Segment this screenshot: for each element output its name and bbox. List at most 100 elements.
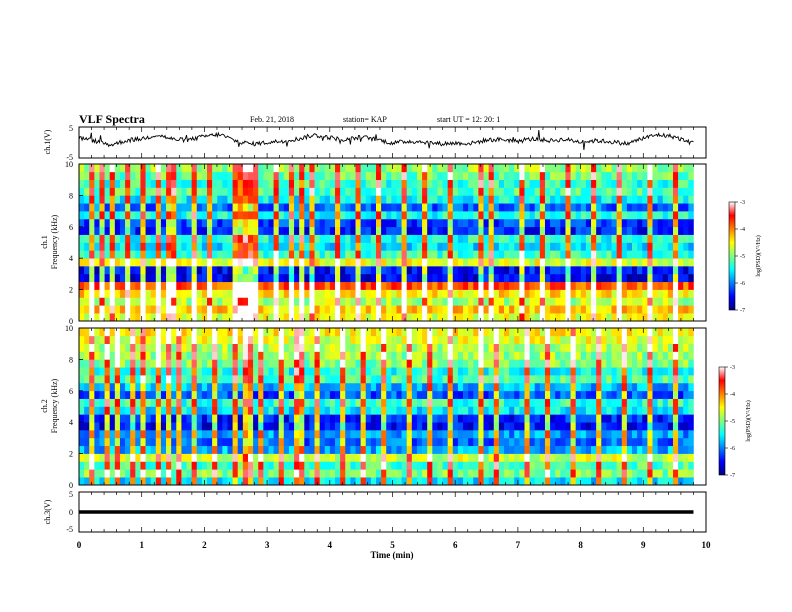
ch1-spectrogram-cell bbox=[519, 289, 525, 298]
ch1-spectrogram-cell bbox=[519, 313, 525, 322]
ch2-spectrogram-cell bbox=[555, 453, 561, 462]
ch2-spectrogram-cell bbox=[114, 430, 121, 439]
ch2-spectrogram-cell bbox=[324, 430, 331, 439]
ch2-spectrogram-cell bbox=[534, 359, 541, 368]
ch2-spectrogram-cell bbox=[150, 343, 157, 352]
ch2-spectrogram-cell bbox=[186, 359, 192, 368]
ch1-spectrogram-cell bbox=[647, 218, 653, 228]
ch2-spectrogram-cell bbox=[667, 375, 674, 384]
ch1-spectrogram-cell bbox=[647, 234, 653, 243]
ch2-spectrogram-cell bbox=[560, 335, 566, 344]
ch1-spectrogram-cell bbox=[166, 313, 172, 322]
ch2-spectrogram-cell bbox=[621, 398, 628, 407]
ch2-spectrogram-cell bbox=[350, 445, 356, 454]
ch1-spectrogram-cell bbox=[565, 226, 571, 235]
ch1-spectrogram-cell bbox=[478, 171, 484, 180]
ch2-spectrogram-cell bbox=[688, 398, 694, 407]
ch1-spectrogram-cell bbox=[585, 281, 592, 290]
ch2-spectrogram-cell bbox=[319, 328, 326, 337]
ch1-spectrogram-cell bbox=[335, 203, 341, 212]
ch2-spectrogram-cell bbox=[468, 445, 474, 454]
ch1-spectrogram-cell bbox=[560, 250, 566, 259]
ch2-spectrogram-cell bbox=[483, 343, 489, 352]
ch2-spectrogram-cell bbox=[94, 477, 100, 486]
ch2-spectrogram-cell bbox=[278, 382, 285, 392]
ch2-spectrogram-cell bbox=[442, 445, 448, 454]
ch1-spectrogram-cell bbox=[268, 281, 274, 290]
ch1-spectrogram-cell bbox=[509, 242, 515, 251]
ch1-spectrogram-cell bbox=[422, 211, 428, 220]
ch2-spectrogram-cell bbox=[406, 398, 413, 407]
ch2-spectrogram-cell bbox=[509, 430, 515, 439]
ch2-spectrogram-cell bbox=[555, 367, 561, 376]
ch2-spectrogram-cell bbox=[166, 328, 172, 337]
ch2-spectrogram-cell bbox=[524, 437, 530, 447]
ch2-spectrogram-cell bbox=[350, 469, 356, 478]
ch1-spectrogram-cell bbox=[345, 250, 351, 259]
ch1-spectrogram-cell bbox=[386, 297, 392, 306]
ch1-spectrogram-cell bbox=[212, 258, 218, 267]
ch1-spectrogram-cell bbox=[473, 305, 479, 314]
ch2-spectrogram-cell bbox=[176, 390, 182, 399]
ch1-spectrogram-cell bbox=[196, 305, 203, 314]
ch1-spectrogram-cell bbox=[601, 313, 607, 322]
ch2-spectrogram-cell bbox=[196, 437, 203, 447]
ch1-spectrogram-cell bbox=[119, 242, 126, 251]
ch1-spectrogram-cell bbox=[94, 171, 100, 180]
ch1-spectrogram-cell bbox=[642, 289, 648, 298]
ch1-spectrogram-cell bbox=[145, 218, 151, 228]
ch1-spectrogram-cell bbox=[94, 203, 100, 212]
ch1-spectrogram-cell bbox=[119, 266, 126, 275]
ch2-spectrogram-cell bbox=[498, 453, 505, 462]
ch1-spectrogram-cell bbox=[539, 171, 546, 180]
ch1-spectrogram-cell bbox=[452, 187, 459, 196]
ch2-spectrogram-cell bbox=[509, 367, 515, 376]
ch1-spectrogram-cell bbox=[396, 305, 402, 314]
ch2-spectrogram-cell bbox=[84, 406, 90, 415]
ch1-spectrogram-cell bbox=[575, 218, 582, 228]
ch1-spectrogram-cell bbox=[483, 273, 489, 283]
ch1-spectrogram-cell bbox=[365, 187, 372, 196]
ch1-spectrogram-cell bbox=[242, 234, 249, 243]
ch2-spectrogram-cell bbox=[662, 422, 669, 431]
ch1-spectrogram-cell bbox=[217, 273, 223, 283]
ch1-spectrogram-cell bbox=[125, 242, 131, 251]
ch1-spectrogram-cell bbox=[309, 195, 315, 204]
ch1-spectrogram-cell bbox=[355, 242, 361, 251]
ch1-spectrogram-cell bbox=[678, 179, 684, 188]
ch1-spectrogram-cell bbox=[406, 266, 413, 275]
ch2-spectrogram-cell bbox=[140, 469, 146, 478]
ch1-spectrogram-cell bbox=[555, 171, 561, 180]
ch2-spectrogram-cell bbox=[263, 422, 269, 431]
ch1-spectrogram-cell bbox=[519, 203, 525, 212]
ch2-spectrogram-cell bbox=[227, 328, 233, 337]
ch2-spectrogram-cell bbox=[94, 430, 100, 439]
ch2-spectrogram-cell bbox=[212, 414, 218, 423]
ch1-spectrogram-cell bbox=[375, 218, 382, 228]
ch1-spectrogram-cell bbox=[212, 281, 218, 290]
ch2-spectrogram-cell bbox=[386, 351, 392, 360]
ch1-spectrogram-cell bbox=[473, 281, 479, 290]
ch2-spectrogram-cell bbox=[647, 469, 653, 478]
ch1-spectrogram-cell bbox=[437, 258, 443, 267]
ch2-spectrogram-cell bbox=[268, 359, 274, 368]
ch1-spectrogram-cell bbox=[550, 258, 556, 267]
ch1-spectrogram-cell bbox=[186, 258, 192, 267]
ch1-spectrogram-cell bbox=[391, 234, 397, 243]
ch2-spectrogram-cell bbox=[247, 430, 254, 439]
ch1-spectrogram-cell bbox=[350, 195, 356, 204]
ch2-spectrogram-cell bbox=[104, 398, 111, 407]
ch1-spectrogram-cell bbox=[355, 258, 361, 267]
ch2-spectrogram-cell bbox=[263, 351, 269, 360]
ch2-spectrogram-cell bbox=[253, 359, 259, 368]
ch2-spectrogram-cell bbox=[473, 477, 479, 486]
ch2-spectrogram-cell bbox=[683, 461, 689, 470]
ch2-spectrogram-cell bbox=[498, 445, 505, 454]
ch1-spectrogram-cell bbox=[539, 273, 546, 283]
ch2-spectrogram-cell bbox=[560, 375, 566, 384]
ch2-spectrogram-cell bbox=[601, 375, 607, 384]
ch2-spectrogram-cell bbox=[258, 430, 264, 439]
ch1-spectrogram-cell bbox=[135, 281, 141, 290]
ch2-spectrogram-cell bbox=[217, 359, 223, 368]
ch1-spectrogram-cell bbox=[268, 226, 274, 235]
